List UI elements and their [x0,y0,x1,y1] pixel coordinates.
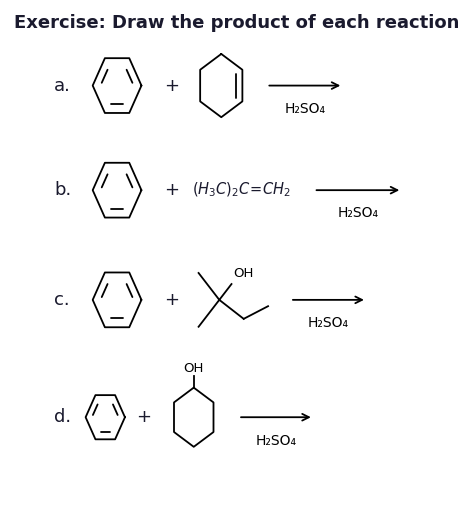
Text: b.: b. [54,181,72,199]
Text: +: + [137,408,151,426]
Text: a.: a. [54,76,71,94]
Text: d.: d. [54,408,71,426]
Text: +: + [164,76,180,94]
Text: OH: OH [183,362,204,375]
Text: +: + [164,181,180,199]
Text: Exercise: Draw the product of each reaction: Exercise: Draw the product of each react… [14,14,460,32]
Text: +: + [164,291,180,309]
Text: $(H_3C)_2C\!=\!CH_2$: $(H_3C)_2C\!=\!CH_2$ [192,181,291,200]
Text: H₂SO₄: H₂SO₄ [337,207,378,221]
Text: OH: OH [234,267,254,280]
Text: H₂SO₄: H₂SO₄ [308,316,349,330]
Text: H₂SO₄: H₂SO₄ [284,102,325,116]
Text: c.: c. [54,291,70,309]
Text: H₂SO₄: H₂SO₄ [255,433,297,447]
